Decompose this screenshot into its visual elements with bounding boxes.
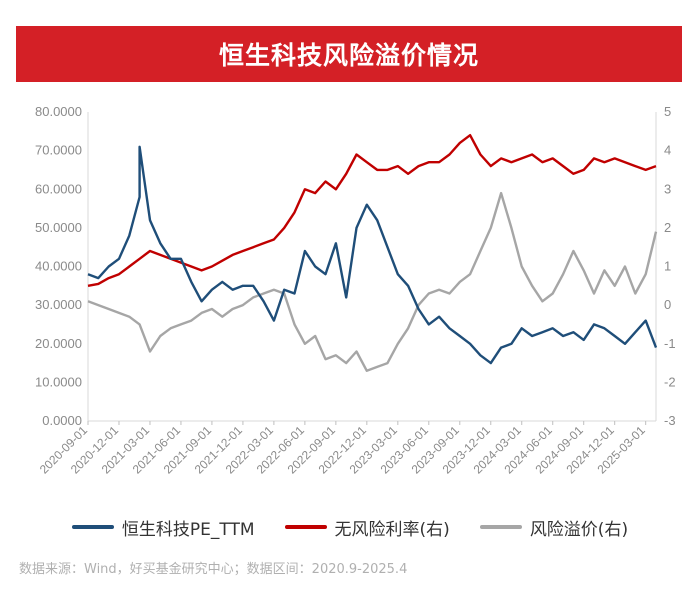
- left-tick-label: 20.0000: [35, 336, 82, 351]
- right-tick-label: 3: [664, 181, 671, 196]
- left-tick-label: 10.0000: [35, 374, 82, 389]
- right-tick-label: 4: [664, 143, 671, 158]
- right-tick-label: 2: [664, 220, 671, 235]
- left-tick-label: 40.0000: [35, 259, 82, 274]
- legend-label-erp: 风险溢价(右): [529, 519, 629, 540]
- right-tick-label: -3: [664, 413, 676, 428]
- series-layer: [87, 134, 658, 372]
- right-y-axis: -3 -2 -1 0 1 2 3 4 5: [655, 104, 676, 428]
- legend-label-pe: 恒生科技PE_TTM: [121, 519, 255, 540]
- legend-item-erp: 风险溢价(右): [479, 515, 629, 540]
- legend-swatch-erp: [479, 525, 522, 529]
- title-banner: 恒生科技风险溢价情况: [16, 26, 682, 82]
- left-tick-label: 30.0000: [35, 297, 82, 312]
- legend-swatch-pe: [71, 525, 114, 529]
- right-tick-label: -1: [664, 336, 676, 351]
- legend-item-pe: 恒生科技PE_TTM: [71, 515, 255, 540]
- legend-item-rf: 无风险利率(右): [284, 515, 450, 540]
- left-tick-label: 60.0000: [35, 181, 82, 196]
- x-axis: 2020-09-012020-12-012021-03-012021-06-01…: [37, 420, 656, 477]
- left-tick-label: 0.0000: [42, 413, 82, 428]
- legend: 恒生科技PE_TTM 无风险利率(右) 风险溢价(右): [0, 514, 700, 540]
- right-tick-label: -2: [664, 374, 676, 389]
- right-tick-label: 0: [664, 297, 671, 312]
- legend-swatch-rf: [284, 525, 327, 529]
- left-y-axis: 0.0000 10.0000 20.0000 30.0000 40.0000 50.000…: [35, 104, 89, 428]
- chart-title: 恒生科技风险溢价情况: [218, 41, 479, 70]
- right-tick-label: 5: [664, 104, 671, 119]
- series-line-2: [87, 191, 658, 372]
- left-tick-label: 50.0000: [35, 220, 82, 235]
- legend-label-rf: 无风险利率(右): [334, 519, 450, 540]
- left-tick-label: 80.0000: [35, 104, 82, 119]
- source-note: 数据来源：Wind，好买基金研究中心；数据区间：2020.9-2025.4: [19, 562, 408, 577]
- right-tick-label: 1: [664, 259, 671, 274]
- series-line-0: [87, 145, 658, 365]
- left-tick-label: 70.0000: [35, 143, 82, 158]
